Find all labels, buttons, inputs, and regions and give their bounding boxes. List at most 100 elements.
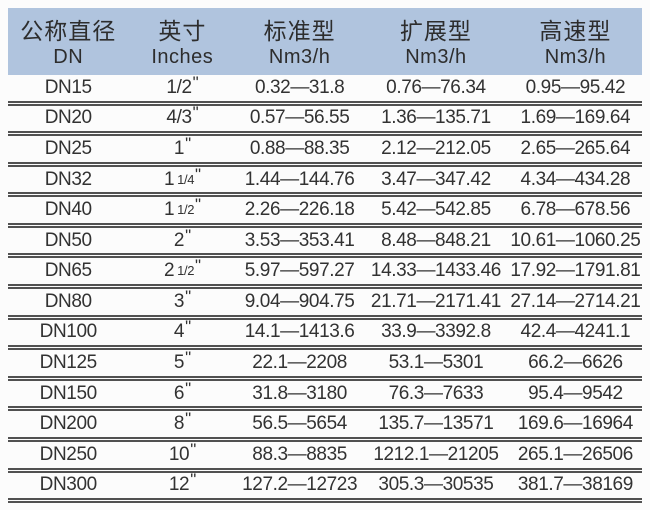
dn-value: DN32 xyxy=(44,168,92,190)
table-row: DN125 5" 22.1—2208 53.1—5301 66.2—6626 xyxy=(8,348,642,376)
dn-value: DN250 xyxy=(39,443,98,465)
cell-high-speed-range: 1.69—169.64 xyxy=(520,107,631,129)
cell-high-speed-range: 381.7—38169 xyxy=(517,474,633,496)
table-row: DN20 4/3" 0.57—56.55 1.36—135.71 1.69—16… xyxy=(8,103,642,132)
cell-extended-range: 3.47—347.42 xyxy=(381,168,491,190)
inch-whole: 4/3 xyxy=(166,107,192,129)
inch-mark: " xyxy=(185,347,191,367)
cell-high-speed-range: 42.4—4241.1 xyxy=(520,321,631,343)
dn-value: DN80 xyxy=(44,290,92,312)
inch-mark: " xyxy=(195,164,201,184)
cell-inches: 4/3" xyxy=(128,103,236,129)
cell-inches: 1 1/2" xyxy=(128,195,236,221)
table-row: DN80 3" 9.04—904.75 21.71—2171.41 27.14—… xyxy=(8,286,642,315)
table-row: DN200 8" 56.5—5654 135.7—13571 169.6—169… xyxy=(8,409,642,437)
cell-high-speed-range: 95.4—9542 xyxy=(528,382,623,404)
dn-value: DN40 xyxy=(44,199,92,221)
column-header-standard-type: 标准型 Nm3/h xyxy=(236,15,363,69)
cell-standard-range: 3.53—353.41 xyxy=(244,229,355,251)
cell-dn: DN80 xyxy=(8,291,128,313)
cell-dn: DN125 xyxy=(8,352,128,374)
cell-high-speed-range: 6.78—678.56 xyxy=(520,199,631,221)
cell-standard-range: 88.3—8835 xyxy=(252,443,347,465)
dn-value: DN65 xyxy=(44,260,92,282)
cell-high-speed-range: 0.95—95.42 xyxy=(525,76,626,98)
column-header-extended-type: 扩展型 Nm3/h xyxy=(363,15,509,69)
table-body: DN15 1/2" 0.32—31.8 0.76—76.34 0.95—95.4… xyxy=(8,73,642,504)
inch-mark: " xyxy=(190,470,196,490)
inch-whole: 5 xyxy=(173,351,185,373)
cell-extended-range: 2.12—212.05 xyxy=(381,137,491,159)
inch-whole: 1 xyxy=(163,199,175,221)
table-row: DN40 1 1/2" 2.26—226.18 5.42—542.85 6.78—… xyxy=(8,195,642,223)
dn-value: DN100 xyxy=(39,321,98,343)
cell-dn: DN20 xyxy=(8,107,128,129)
cell-high-speed-range: 2.65—265.64 xyxy=(520,137,631,159)
cell-extended-range: 0.76—76.34 xyxy=(386,76,486,98)
column-header-en: Inches xyxy=(151,45,214,68)
column-header-zh: 高速型 xyxy=(539,17,612,44)
cell-dn: DN50 xyxy=(8,230,128,252)
cell-standard-range: 5.97—597.27 xyxy=(244,260,355,282)
cell-inches: 5" xyxy=(128,348,236,374)
cell-extended-range: 5.42—542.85 xyxy=(381,199,491,221)
inch-mark: " xyxy=(185,317,191,337)
dn-value: DN150 xyxy=(39,382,98,404)
dn-value: DN300 xyxy=(39,474,98,496)
inch-whole: 2 xyxy=(163,260,175,282)
cell-extended-range: 33.9—3392.8 xyxy=(381,321,491,343)
cell-inches: 1" xyxy=(128,134,236,160)
row-divider xyxy=(8,406,642,412)
cell-high-speed-range: 66.2—6626 xyxy=(528,351,623,373)
row-divider xyxy=(8,314,642,320)
cell-dn: DN25 xyxy=(8,138,128,160)
row-divider xyxy=(8,375,642,381)
cell-inches: 1/2" xyxy=(128,73,236,99)
cell-standard-range: 0.57—56.55 xyxy=(249,107,350,129)
cell-extended-range: 1212.1—21205 xyxy=(373,443,499,465)
cell-extended-range: 305.3—30535 xyxy=(378,474,494,496)
cell-dn: DN200 xyxy=(8,413,128,435)
row-divider xyxy=(8,222,642,228)
table-row: DN15 1/2" 0.32—31.8 0.76—76.34 0.95—95.4… xyxy=(8,73,642,101)
cell-high-speed-range: 4.34—434.28 xyxy=(520,168,631,190)
cell-standard-range: 2.26—226.18 xyxy=(244,199,355,221)
cell-dn: DN40 xyxy=(8,199,128,221)
cell-inches: 4" xyxy=(128,317,236,343)
table-header: 公称直径 DN 英寸 Inches 标准型 Nm3/h 扩展型 Nm3/h 高速… xyxy=(8,8,642,75)
inch-whole: 1/2 xyxy=(166,76,192,98)
table-row: DN25 1" 0.88—88.35 2.12—212.05 2.65—265.… xyxy=(8,134,642,162)
cell-dn: DN150 xyxy=(8,383,128,405)
table-row: DN50 2" 3.53—353.41 8.48—848.21 10.61—10… xyxy=(8,226,642,254)
column-header-zh: 标准型 xyxy=(263,17,336,44)
cell-inches: 12" xyxy=(128,470,236,496)
cell-extended-range: 53.1—5301 xyxy=(388,351,484,373)
inch-mark: " xyxy=(185,133,191,153)
inch-whole: 4 xyxy=(173,321,185,343)
column-header-zh: 扩展型 xyxy=(399,17,472,44)
cell-standard-range: 9.04—904.75 xyxy=(244,290,355,312)
inch-mark: " xyxy=(195,256,201,276)
cell-standard-range: 0.32—31.8 xyxy=(254,76,345,98)
dn-value: DN200 xyxy=(39,413,98,435)
cell-dn: DN250 xyxy=(8,444,128,466)
row-divider xyxy=(8,131,642,137)
cell-standard-range: 127.2—12723 xyxy=(242,474,358,496)
inch-whole: 3 xyxy=(173,290,185,312)
dn-value: DN125 xyxy=(39,351,98,373)
inch-mark: " xyxy=(185,409,191,429)
cell-extended-range: 21.71—2171.41 xyxy=(370,290,501,312)
row-divider xyxy=(8,284,642,290)
inch-whole: 6 xyxy=(173,382,185,404)
cell-inches: 10" xyxy=(128,440,236,466)
cell-inches: 1 1/4" xyxy=(128,165,236,191)
cell-high-speed-range: 17.92—1791.81 xyxy=(510,260,641,282)
cell-dn: DN32 xyxy=(8,169,128,191)
column-header-zh: 公称直径 xyxy=(20,17,117,44)
inch-mark: " xyxy=(185,286,191,306)
cell-standard-range: 0.88—88.35 xyxy=(249,137,350,159)
cell-standard-range: 22.1—2208 xyxy=(252,351,347,373)
cell-high-speed-range: 169.6—16964 xyxy=(517,413,633,435)
inch-fraction: 1/2 xyxy=(177,263,195,279)
cell-extended-range: 135.7—13571 xyxy=(378,413,494,435)
